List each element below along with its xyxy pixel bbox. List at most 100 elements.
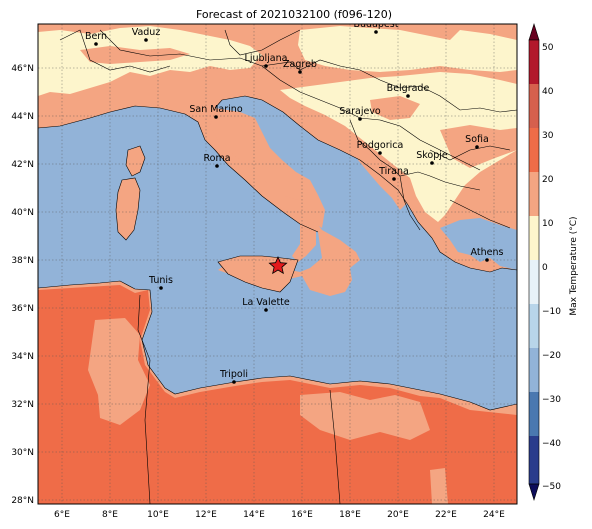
lon-tick-label: 6°E [54,510,70,520]
city-dot-budapest [374,30,378,34]
balkans-warm-patch [358,150,410,210]
city-label-podgorica: Podgorica [357,140,404,151]
lon-axis: 6°E 8°E 10°E 12°E 14°E 16°E 18°E 20°E 22… [54,510,505,520]
colorbar-top-arrow [528,22,540,41]
city-dot-zagreb [298,70,302,74]
city-dot-ljubljana [264,64,268,68]
city-label-sofia: Sofia [465,134,489,145]
colorbar-band [529,40,539,84]
colorbar-band [529,392,539,436]
city-label-tunis: Tunis [148,275,173,286]
colorbar-band [529,84,539,128]
colorbar-frame [528,39,540,485]
lat-tick-label: 36°N [11,304,34,314]
city-label-san-marino: San Marino [189,104,242,115]
colorbar-band [529,128,539,172]
country-borders [38,29,517,504]
city-label-zagreb: Zagreb [283,59,317,70]
city-label-ljubljana: Ljubljana [245,53,288,64]
city-dot-vaduz [144,38,148,42]
city-dot-roma [215,164,219,168]
city-dot-tirana [392,177,396,181]
lat-tick-label: 30°N [11,448,34,458]
city-dot-skopje [430,161,434,165]
lon-tick-label: 22°E [435,510,457,520]
city-dot-sarajevo [358,117,362,121]
city-label-bern: Bern [85,31,107,42]
colorbar-tick-label: −20 [542,351,561,361]
city-label-tripoli: Tripoli [219,369,248,380]
city-label-roma: Roma [203,153,230,164]
city-label-sarajevo: Sarajevo [339,106,381,117]
lon-tick-label: 10°E [147,510,169,520]
lon-tick-label: 20°E [387,510,409,520]
colorbar-ticks: 50 40 30 20 10 0 −10 −20 −30 −40 −50 [542,43,561,492]
balkans-warm-patch-3 [370,96,420,120]
colorbar-tick-label: −10 [542,307,561,317]
city-dot-sofia [475,145,479,149]
corsica [126,146,145,176]
city-dot-san-marino [214,115,218,119]
lat-tick-label: 44°N [11,112,34,122]
sardinia [116,178,140,240]
lat-tick-label: 34°N [11,352,34,362]
africa-hot-region [38,285,517,504]
alps-warm-inset [80,46,190,64]
colorbar-band [529,260,539,304]
colorbar-band [529,216,539,260]
colorbar-tick-label: 0 [542,263,548,273]
lat-tick-label: 28°N [11,496,34,506]
lon-tick-label: 12°E [195,510,217,520]
city-label-skopje: Skopje [416,150,448,161]
map-frame [37,23,518,505]
star-marker-icon [268,255,288,275]
lon-tick-label: 8°E [102,510,118,520]
city-markers: Bern Vaduz Budapest Ljubljana Zagreb Bel… [85,19,504,384]
colorbar-label: Max Temperature (°C) [569,216,579,315]
lat-tick-label: 38°N [11,256,34,266]
city-dot-podgorica [378,151,382,155]
city-dot-bern [94,42,98,46]
lat-axis: 46°N 44°N 42°N 40°N 38°N 36°N 34°N 32°N … [11,64,34,506]
lat-tick-label: 46°N [11,64,34,74]
colorbar-tick-label: −40 [542,439,561,449]
africa-warm-patch-3 [430,468,448,504]
colorbar: 50 40 30 20 10 0 −10 −20 −30 −40 −50 Max… [528,22,579,502]
gridlines [38,24,517,504]
calabria [292,214,316,262]
colorbar-band [529,436,539,484]
lon-tick-label: 24°E [483,510,505,520]
map-plot-area: Bern Vaduz Budapest Ljubljana Zagreb Bel… [38,19,517,504]
lon-tick-label: 18°E [339,510,361,520]
city-label-belgrade: Belgrade [387,83,430,94]
city-label-tirana: Tirana [378,166,409,177]
italy-peninsula [210,108,325,228]
balkans-mild-region [280,72,517,222]
colorbar-band [529,304,539,348]
city-label-la-valette: La Valette [242,297,290,308]
lat-tick-label: 40°N [11,208,34,218]
colorbar-bottom-arrow [528,483,540,502]
colorbar-band [529,172,539,216]
city-dot-athens [485,258,489,262]
colorbar-tick-label: 20 [542,175,554,185]
colorbar-tick-label: −30 [542,395,561,405]
lon-tick-label: 16°E [291,510,313,520]
aegean-sea [440,218,517,270]
colorbar-tick-label: 30 [542,131,554,141]
map-title: Forecast of 2021032100 (f096-120) [196,8,392,21]
city-label-athens: Athens [471,247,504,258]
city-dot-tripoli [232,380,236,384]
colorbar-tick-label: 50 [542,43,554,53]
lat-tick-label: 42°N [11,160,34,170]
colorbar-band [529,348,539,392]
city-label-budapest: Budapest [354,19,399,30]
city-label-vaduz: Vaduz [132,27,161,38]
lon-tick-label: 14°E [243,510,265,520]
city-dot-la-valette [264,308,268,312]
africa-warm-patch [88,318,150,425]
hungary-mild [298,26,517,72]
colorbar-tick-label: 40 [542,87,554,97]
city-dot-belgrade [406,94,410,98]
